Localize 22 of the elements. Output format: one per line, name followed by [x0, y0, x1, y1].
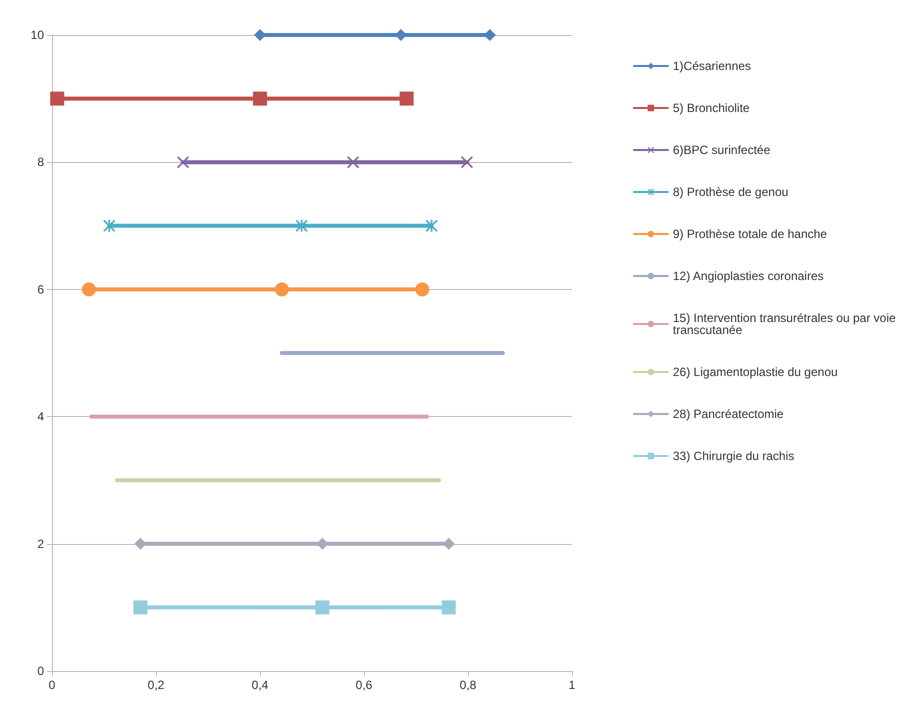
y-tick-label: 6: [37, 282, 44, 296]
x-tick-label: 0,8: [460, 678, 477, 692]
legend-label: 6)BPC surinfectée: [672, 143, 771, 157]
x-tick-label: 1: [568, 678, 576, 692]
x-tick-label: 0,4: [252, 678, 269, 692]
legend-label: 9) Prothèse totale de hanche: [672, 227, 828, 241]
legend-label: 1)Césariennes: [672, 59, 751, 73]
legend-label: 28) Pancréatectomie: [672, 407, 784, 421]
y-tick-label: 4: [37, 410, 44, 424]
y-tick-label: 8: [37, 155, 44, 170]
x-tick-label: 0,2: [148, 678, 165, 692]
legend-label: 8) Prothèse de genou: [672, 185, 788, 199]
x-tick-label: 0,6: [356, 678, 373, 692]
y-tick-label: 10: [30, 28, 44, 42]
y-tick-label: 2: [37, 536, 44, 551]
legend-label: 33) Chirurgie du rachis: [672, 449, 794, 463]
y-tick-label: 0: [37, 664, 44, 678]
x-tick-label: 0: [48, 678, 56, 692]
legend-label: 5) Bronchiolite: [672, 101, 750, 115]
legend-label: 15) Intervention transurétrales ou par voie transcutanée: [672, 311, 899, 337]
legend-label: 12) Angioplasties coronaires: [672, 269, 824, 283]
legend-label: 26) Ligamentoplastie du genou: [672, 365, 838, 379]
